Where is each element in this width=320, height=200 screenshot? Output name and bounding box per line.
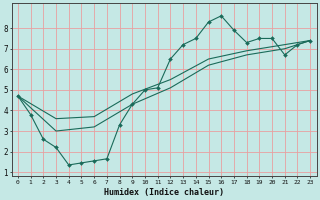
X-axis label: Humidex (Indice chaleur): Humidex (Indice chaleur) [104, 188, 224, 197]
